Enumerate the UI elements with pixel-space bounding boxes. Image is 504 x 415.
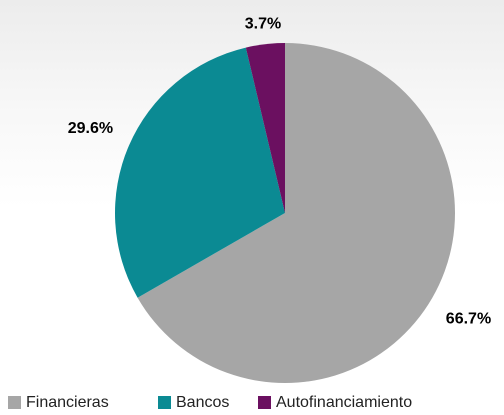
- legend-label: Financieras: [26, 394, 109, 411]
- pie-slice: [114, 47, 286, 298]
- legend-swatch: [8, 396, 21, 409]
- legend-label: Bancos: [176, 394, 229, 411]
- legend-swatch: [158, 396, 171, 409]
- data-label: 29.6%: [68, 120, 113, 137]
- pie-slice: [245, 43, 285, 213]
- data-label: 66.7%: [446, 310, 491, 327]
- legend-swatch: [258, 396, 271, 409]
- pie-slice: [137, 43, 456, 383]
- data-label: 3.7%: [245, 16, 281, 33]
- legend-label: Autofinanciamiento: [276, 394, 412, 411]
